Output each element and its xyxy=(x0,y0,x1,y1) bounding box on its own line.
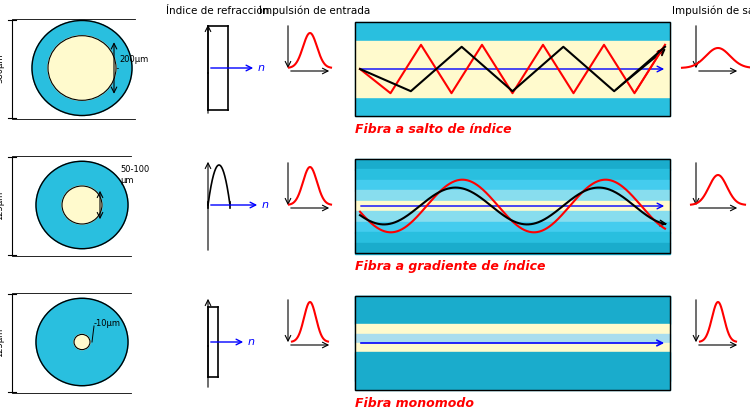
Bar xyxy=(355,324,670,334)
Text: n: n xyxy=(258,63,265,73)
Bar xyxy=(355,159,670,170)
Text: Impulsión de entrada: Impulsión de entrada xyxy=(260,6,370,17)
Text: 200μm: 200μm xyxy=(119,55,148,64)
Text: Fibra monomodo: Fibra monomodo xyxy=(355,397,474,410)
Bar xyxy=(355,22,670,116)
Bar xyxy=(355,201,670,212)
Bar xyxy=(355,41,670,97)
Ellipse shape xyxy=(48,36,116,100)
Ellipse shape xyxy=(32,20,132,116)
Bar xyxy=(355,211,670,222)
Text: n: n xyxy=(248,337,255,347)
Bar xyxy=(355,352,670,381)
Text: Fibra a gradiente de índice: Fibra a gradiente de índice xyxy=(355,260,545,273)
Bar xyxy=(355,343,670,352)
Bar xyxy=(355,243,670,253)
Bar xyxy=(355,191,670,201)
Text: Fibra a salto de índice: Fibra a salto de índice xyxy=(355,123,512,136)
Bar xyxy=(355,232,670,243)
Text: -10μm: -10μm xyxy=(94,319,121,329)
Text: 50-100
μm: 50-100 μm xyxy=(120,165,149,185)
Text: n: n xyxy=(262,200,269,210)
Bar xyxy=(355,159,670,253)
Text: 125μm: 125μm xyxy=(0,191,4,220)
Bar xyxy=(355,22,670,116)
Ellipse shape xyxy=(74,334,90,349)
Bar xyxy=(355,222,670,233)
Ellipse shape xyxy=(36,161,128,249)
Ellipse shape xyxy=(36,298,128,386)
Bar xyxy=(355,296,670,324)
Text: Impulsión de salida: Impulsión de salida xyxy=(672,6,750,17)
Bar xyxy=(355,334,670,343)
Text: 380μm: 380μm xyxy=(0,53,4,83)
Text: 125μm: 125μm xyxy=(0,327,4,357)
Bar xyxy=(355,180,670,191)
Bar xyxy=(355,296,670,390)
Text: Índice de refracción: Índice de refracción xyxy=(166,6,270,16)
Bar xyxy=(355,296,670,390)
Bar xyxy=(355,169,670,181)
Ellipse shape xyxy=(62,186,102,224)
